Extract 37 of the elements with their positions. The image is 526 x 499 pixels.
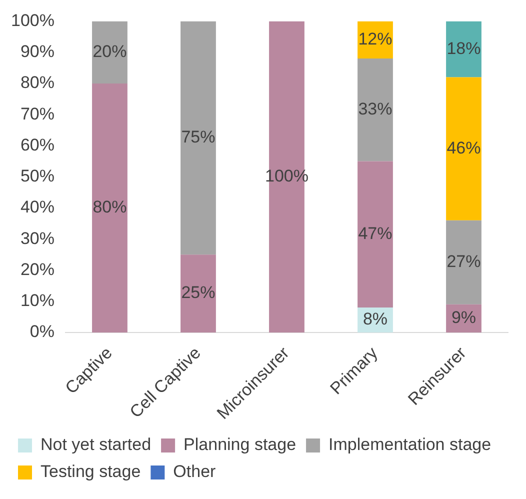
data-label: 9% [451,308,476,328]
y-tick-label: 50% [20,166,54,186]
bar [180,254,216,332]
data-label: 80% [92,198,127,217]
legend-label: Other [173,462,216,482]
bar [92,83,128,332]
data-label: 18% [446,38,481,58]
data-label: 75% [181,128,216,147]
data-label: 46% [446,138,481,158]
data-label: 33% [358,100,392,119]
bar [92,21,128,84]
data-label: 27% [446,252,481,272]
y-tick-label: 60% [20,135,54,154]
y-tick-label: 40% [20,198,54,217]
legend-label: Not yet started [40,435,152,454]
bar [446,77,482,220]
y-tick-label: 90% [20,42,54,62]
data-label: 20% [92,42,127,62]
data-label: 8% [362,310,388,329]
bar [358,58,393,162]
y-tick-label: 80% [20,73,54,92]
y-tick-label: 10% [20,291,54,310]
bar [358,161,393,308]
data-label: 12% [358,30,392,49]
bar [180,21,216,255]
y-tick-label: 70% [20,104,54,124]
legend-label: Planning stage [184,435,296,454]
legend-label: Testing stage [40,462,141,482]
y-tick-label: 100% [10,10,54,30]
legend-label: Implementation stage [328,435,492,454]
bar [446,21,482,78]
bar [446,220,482,304]
y-tick-label: 0% [30,322,54,342]
y-tick-label: 30% [20,228,54,248]
data-label: 47% [358,224,392,244]
data-label: 25% [181,283,216,302]
y-tick-label: 20% [20,260,54,279]
